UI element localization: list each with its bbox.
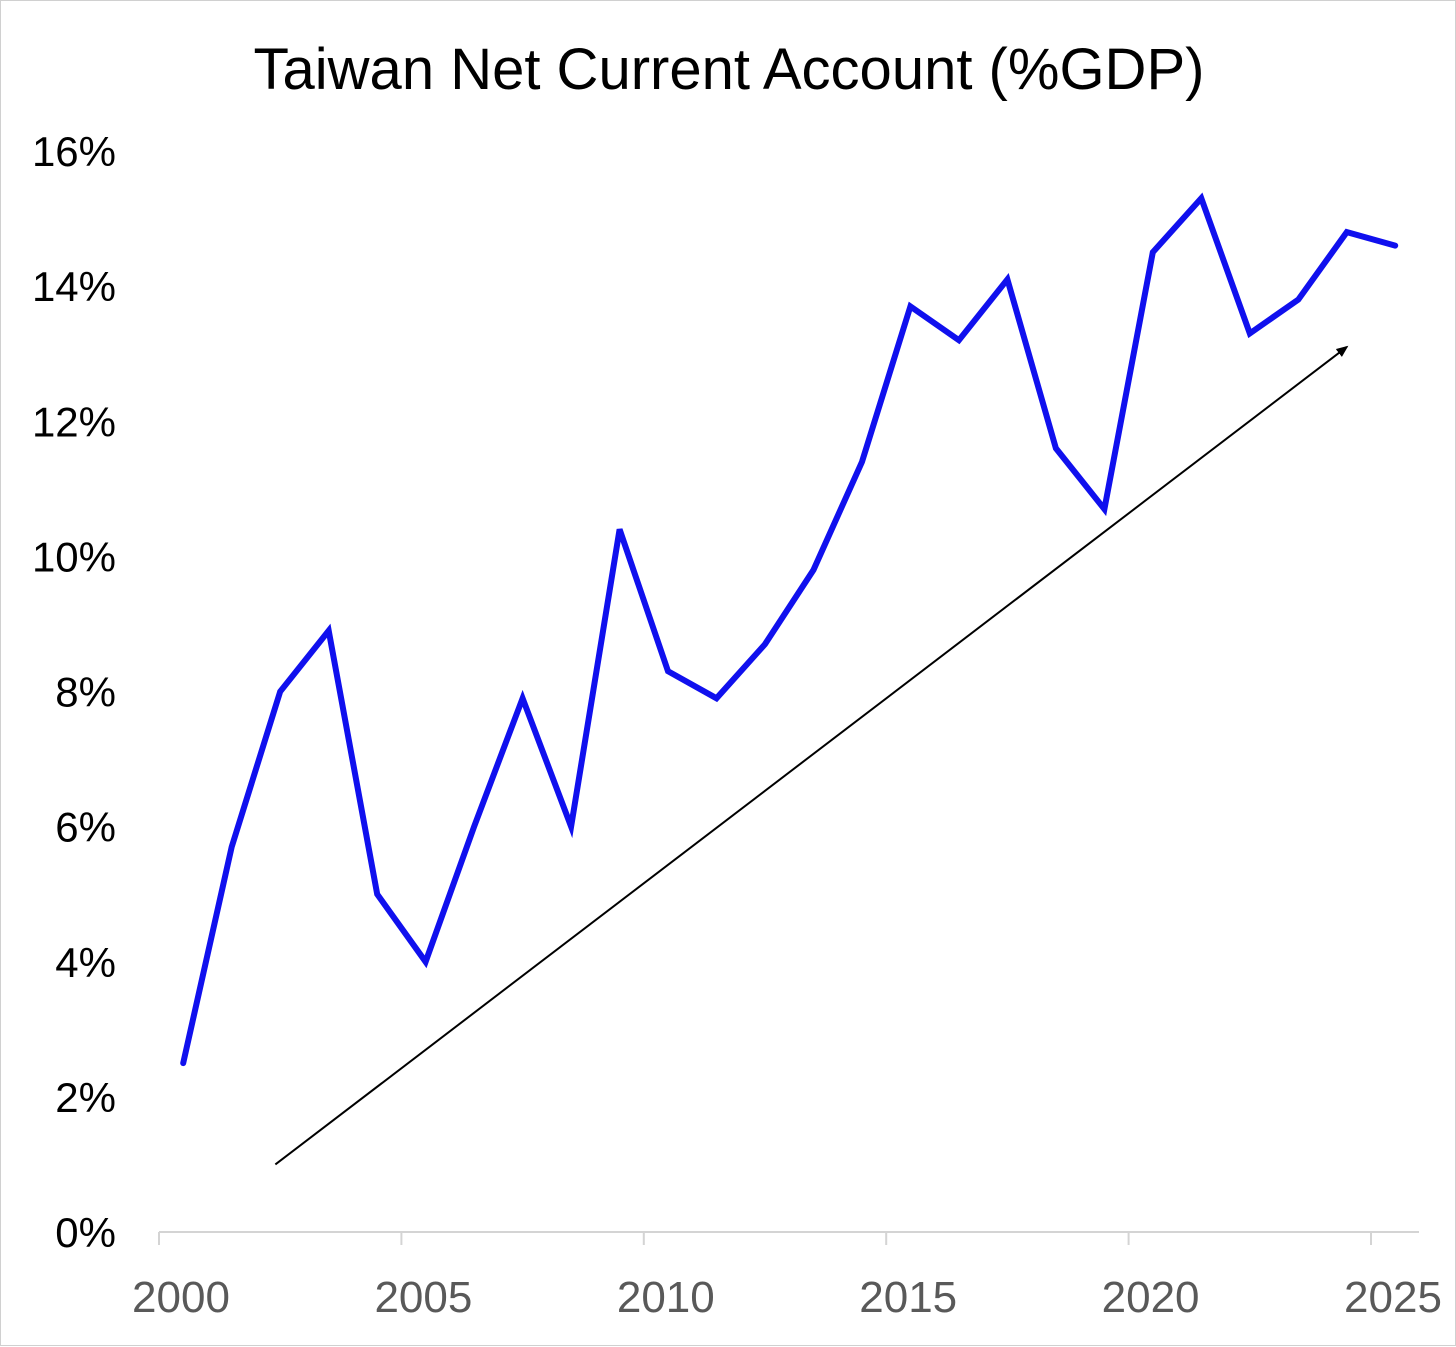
y-tick-label: 14% (32, 263, 116, 310)
y-tick-label: 2% (55, 1074, 116, 1121)
y-tick-label: 16% (32, 128, 116, 175)
y-tick-label: 12% (32, 398, 116, 445)
trend-arrow (274, 345, 1349, 1166)
y-axis-ticks: 0% 2% 4% 6% 8% 10% 12% 14% 16% (32, 128, 116, 1256)
series-line (180, 192, 1399, 1067)
series-group (180, 192, 1399, 1067)
x-tick-label: 2005 (374, 1273, 472, 1322)
x-tick-label: 2020 (1102, 1273, 1200, 1322)
y-tick-label: 10% (32, 533, 116, 580)
x-axis: 2000 2005 2010 2015 2020 2025 (132, 1231, 1442, 1322)
y-tick-label: 8% (55, 669, 116, 716)
chart-title: Taiwan Net Current Account (%GDP) (254, 37, 1205, 102)
y-tick-label: 4% (55, 939, 116, 986)
y-tick-label: 6% (55, 804, 116, 851)
x-tick-label: 2000 (132, 1273, 230, 1322)
annotations (274, 345, 1349, 1166)
x-tick-label: 2010 (617, 1273, 715, 1322)
y-tick-label: 0% (55, 1209, 116, 1256)
x-tick-label: 2015 (859, 1273, 957, 1322)
x-tick-label: 2025 (1344, 1273, 1442, 1322)
